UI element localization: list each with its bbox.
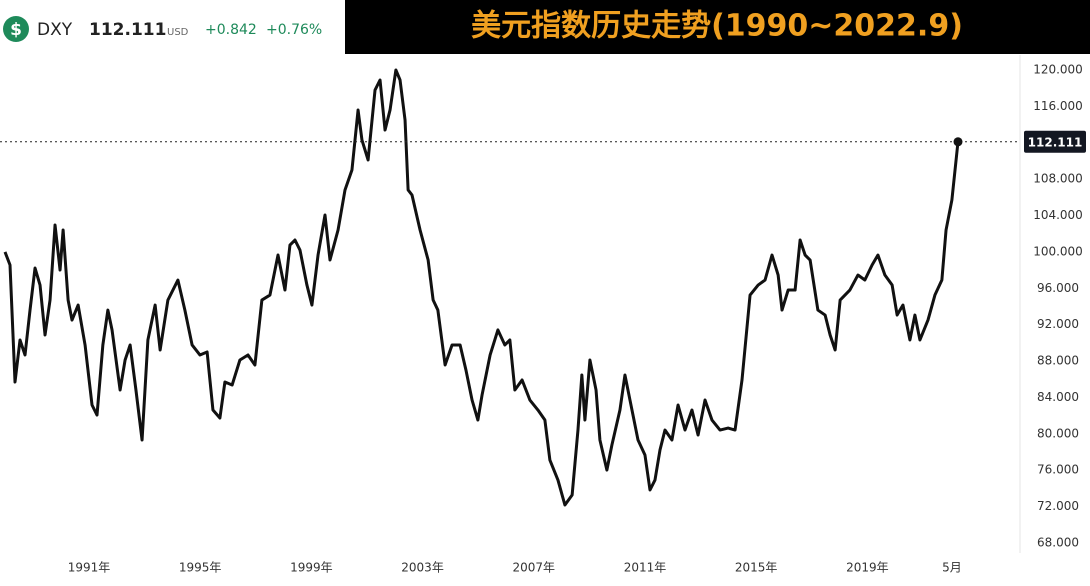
y-tick-label: 116.000 — [1033, 99, 1083, 113]
x-tick-label: 2003年 — [401, 561, 444, 575]
symbol-icon — [3, 16, 29, 42]
change: +0.842 — [205, 22, 257, 38]
y-tick-label: 108.000 — [1033, 172, 1083, 186]
symbol-icon-text: $ — [10, 20, 22, 40]
chart-title: 美元指数历史走势(1990~2022.9) — [471, 9, 963, 44]
symbol: DXY — [37, 20, 73, 40]
last-point — [953, 137, 963, 147]
x-tick-label: 2007年 — [512, 561, 555, 575]
y-tick-label: 84.000 — [1037, 390, 1079, 404]
x-tick-label: 1991年 — [68, 561, 111, 575]
x-tick-label: 5月 — [942, 561, 962, 575]
currency: USD — [167, 27, 189, 38]
y-tick-label: 104.000 — [1033, 208, 1083, 222]
y-tick-label: 88.000 — [1037, 354, 1079, 368]
title-banner — [345, 0, 1090, 54]
y-tick-label: 72.000 — [1037, 499, 1079, 513]
y-tick-label: 120.000 — [1033, 63, 1083, 77]
x-tick-label: 2015年 — [735, 561, 778, 575]
y-tick-label: 80.000 — [1037, 426, 1079, 440]
x-tick-label: 2019年 — [846, 561, 889, 575]
x-tick-label: 2011年 — [624, 561, 667, 575]
price: 112.111 — [89, 20, 166, 40]
y-tick-label: 76.000 — [1037, 463, 1079, 477]
line-series — [3, 68, 960, 507]
last-value-box — [1024, 130, 1086, 153]
x-tick-label: 1999年 — [290, 561, 333, 575]
change-percent: +0.76% — [266, 22, 322, 38]
y-tick-label: 100.000 — [1033, 244, 1083, 258]
y-tick-label: 68.000 — [1037, 535, 1079, 549]
y-tick-label: 96.000 — [1037, 281, 1079, 295]
y-tick-label: 92.000 — [1037, 317, 1079, 331]
x-tick-label: 1995年 — [179, 561, 222, 575]
last-value-label: 112.111 — [1028, 135, 1083, 149]
